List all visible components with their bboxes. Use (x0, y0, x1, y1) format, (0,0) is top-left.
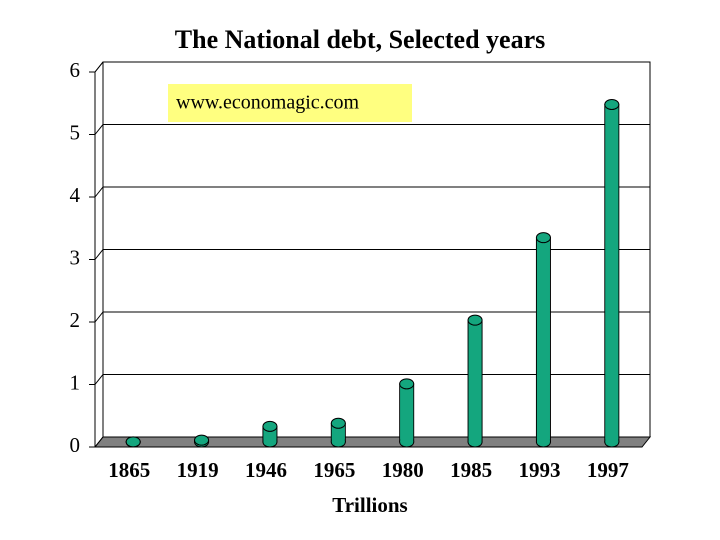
chart-title: The National debt, Selected years (175, 25, 545, 54)
bar-top (467, 314, 483, 326)
x-tick-label: 1919 (177, 458, 219, 482)
bar (604, 99, 620, 448)
bar-top (125, 436, 141, 448)
grid-line (94, 124, 650, 135)
grid-line (94, 186, 650, 198)
bar-top (330, 417, 346, 429)
y-tick-label: 6 (70, 58, 81, 82)
bar (467, 314, 483, 448)
x-axis-label: Trillions (332, 493, 407, 517)
x-tick-label: 1965 (313, 458, 355, 482)
bar-fill (468, 320, 482, 442)
bar-top (604, 99, 620, 110)
bar (330, 417, 346, 448)
x-tick-label: 1985 (450, 458, 492, 482)
y-tick-label: 5 (70, 120, 81, 144)
bar (125, 436, 141, 448)
bar-top (399, 378, 415, 390)
bar (535, 232, 551, 448)
annotation-box (168, 84, 412, 122)
floor (93, 436, 652, 448)
x-tick-label: 1980 (382, 458, 424, 482)
x-tick-label: 1993 (518, 458, 560, 482)
x-tick-label: 1997 (587, 458, 629, 482)
bar-top (262, 420, 278, 432)
grid-line (94, 311, 650, 323)
bar (262, 420, 278, 448)
y-tick-label: 1 (70, 370, 81, 394)
bar-fill (400, 383, 414, 442)
y-tick-label: 4 (70, 183, 81, 207)
x-tick-label: 1946 (245, 458, 287, 482)
bar-fill (605, 104, 619, 442)
bar (399, 378, 415, 448)
y-tick-label: 3 (70, 245, 81, 269)
grid-line (94, 61, 650, 73)
bar (194, 434, 210, 448)
grid-line (94, 249, 650, 260)
bar-top (535, 232, 551, 244)
annotation: www.economagic.com (176, 92, 360, 114)
bar-fill (536, 237, 550, 442)
bar-top (194, 434, 210, 446)
y-tick-label: 2 (70, 308, 81, 332)
y-tick-label: 0 (70, 433, 81, 457)
x-tick-label: 1865 (108, 458, 150, 482)
